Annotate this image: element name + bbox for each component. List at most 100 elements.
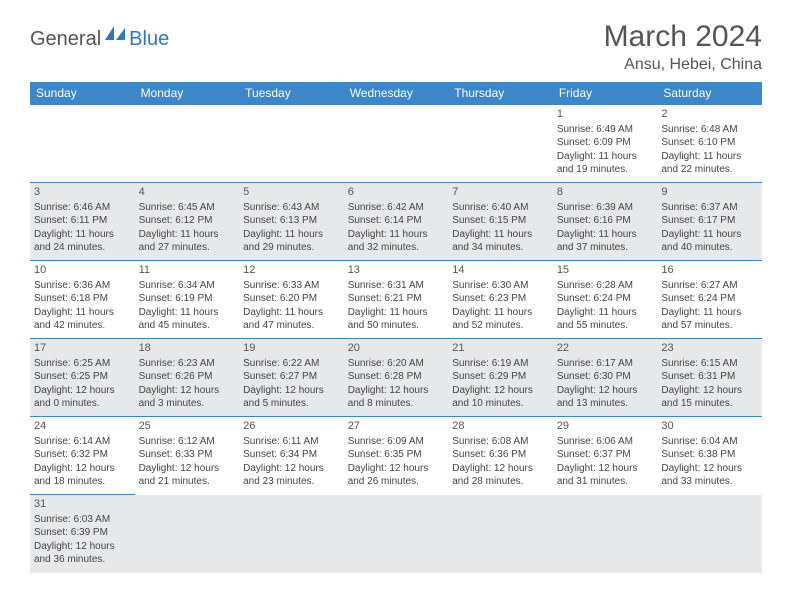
day-cell: 4Sunrise: 6:45 AMSunset: 6:12 PMDaylight… xyxy=(135,183,240,261)
day-cell: 22Sunrise: 6:17 AMSunset: 6:30 PMDayligh… xyxy=(553,339,658,417)
day-cell: 26Sunrise: 6:11 AMSunset: 6:34 PMDayligh… xyxy=(239,417,344,495)
daylight-line: Daylight: 11 hours and 52 minutes. xyxy=(452,306,549,333)
day-number: 9 xyxy=(661,185,758,200)
day-cell: 25Sunrise: 6:12 AMSunset: 6:33 PMDayligh… xyxy=(135,417,240,495)
day-cell: 31Sunrise: 6:03 AMSunset: 6:39 PMDayligh… xyxy=(30,495,135,573)
weekday-header: Monday xyxy=(135,82,240,105)
sunset-line: Sunset: 6:11 PM xyxy=(34,214,131,228)
sunset-line: Sunset: 6:35 PM xyxy=(348,448,445,462)
sunrise-line: Sunrise: 6:45 AM xyxy=(139,201,236,215)
daylight-line: Daylight: 11 hours and 32 minutes. xyxy=(348,228,445,255)
day-number: 1 xyxy=(557,107,654,122)
day-number: 17 xyxy=(34,341,131,356)
day-cell: 27Sunrise: 6:09 AMSunset: 6:35 PMDayligh… xyxy=(344,417,449,495)
daylight-line: Daylight: 12 hours and 26 minutes. xyxy=(348,462,445,489)
day-cell: 20Sunrise: 6:20 AMSunset: 6:28 PMDayligh… xyxy=(344,339,449,417)
daylight-line: Daylight: 12 hours and 5 minutes. xyxy=(243,384,340,411)
sunrise-line: Sunrise: 6:08 AM xyxy=(452,435,549,449)
sunset-line: Sunset: 6:24 PM xyxy=(661,292,758,306)
sunset-line: Sunset: 6:26 PM xyxy=(139,370,236,384)
sunset-line: Sunset: 6:12 PM xyxy=(139,214,236,228)
sunset-line: Sunset: 6:28 PM xyxy=(348,370,445,384)
day-cell: 14Sunrise: 6:30 AMSunset: 6:23 PMDayligh… xyxy=(448,261,553,339)
empty-cell xyxy=(135,105,240,183)
day-number: 19 xyxy=(243,341,340,356)
weekday-header: Sunday xyxy=(30,82,135,105)
sunrise-line: Sunrise: 6:31 AM xyxy=(348,279,445,293)
sunset-line: Sunset: 6:24 PM xyxy=(557,292,654,306)
day-cell: 3Sunrise: 6:46 AMSunset: 6:11 PMDaylight… xyxy=(30,183,135,261)
sunrise-line: Sunrise: 6:14 AM xyxy=(34,435,131,449)
sunset-line: Sunset: 6:17 PM xyxy=(661,214,758,228)
sunrise-line: Sunrise: 6:34 AM xyxy=(139,279,236,293)
sunset-line: Sunset: 6:29 PM xyxy=(452,370,549,384)
day-number: 24 xyxy=(34,419,131,434)
calendar-row: 17Sunrise: 6:25 AMSunset: 6:25 PMDayligh… xyxy=(30,339,762,417)
sunset-line: Sunset: 6:30 PM xyxy=(557,370,654,384)
empty-cell xyxy=(239,495,344,573)
daylight-line: Daylight: 11 hours and 24 minutes. xyxy=(34,228,131,255)
day-number: 13 xyxy=(348,263,445,278)
day-number: 5 xyxy=(243,185,340,200)
day-cell: 16Sunrise: 6:27 AMSunset: 6:24 PMDayligh… xyxy=(657,261,762,339)
daylight-line: Daylight: 12 hours and 31 minutes. xyxy=(557,462,654,489)
empty-cell xyxy=(239,105,344,183)
day-cell: 13Sunrise: 6:31 AMSunset: 6:21 PMDayligh… xyxy=(344,261,449,339)
daylight-line: Daylight: 11 hours and 29 minutes. xyxy=(243,228,340,255)
empty-cell xyxy=(344,105,449,183)
empty-cell xyxy=(135,495,240,573)
day-number: 16 xyxy=(661,263,758,278)
calendar-body: 1Sunrise: 6:49 AMSunset: 6:09 PMDaylight… xyxy=(30,105,762,573)
sunrise-line: Sunrise: 6:20 AM xyxy=(348,357,445,371)
daylight-line: Daylight: 11 hours and 40 minutes. xyxy=(661,228,758,255)
calendar-row: 10Sunrise: 6:36 AMSunset: 6:18 PMDayligh… xyxy=(30,261,762,339)
empty-cell xyxy=(30,105,135,183)
day-cell: 23Sunrise: 6:15 AMSunset: 6:31 PMDayligh… xyxy=(657,339,762,417)
day-cell: 8Sunrise: 6:39 AMSunset: 6:16 PMDaylight… xyxy=(553,183,658,261)
daylight-line: Daylight: 12 hours and 23 minutes. xyxy=(243,462,340,489)
daylight-line: Daylight: 11 hours and 47 minutes. xyxy=(243,306,340,333)
daylight-line: Daylight: 12 hours and 36 minutes. xyxy=(34,540,131,567)
weekday-header: Saturday xyxy=(657,82,762,105)
day-number: 21 xyxy=(452,341,549,356)
empty-cell xyxy=(657,495,762,573)
sunset-line: Sunset: 6:33 PM xyxy=(139,448,236,462)
empty-cell xyxy=(553,495,658,573)
sunset-line: Sunset: 6:10 PM xyxy=(661,136,758,150)
weekday-header-row: Sunday Monday Tuesday Wednesday Thursday… xyxy=(30,82,762,105)
daylight-line: Daylight: 11 hours and 45 minutes. xyxy=(139,306,236,333)
day-cell: 11Sunrise: 6:34 AMSunset: 6:19 PMDayligh… xyxy=(135,261,240,339)
sunrise-line: Sunrise: 6:15 AM xyxy=(661,357,758,371)
sunrise-line: Sunrise: 6:49 AM xyxy=(557,123,654,137)
daylight-line: Daylight: 12 hours and 8 minutes. xyxy=(348,384,445,411)
day-number: 22 xyxy=(557,341,654,356)
sunset-line: Sunset: 6:13 PM xyxy=(243,214,340,228)
day-number: 12 xyxy=(243,263,340,278)
day-cell: 10Sunrise: 6:36 AMSunset: 6:18 PMDayligh… xyxy=(30,261,135,339)
day-number: 2 xyxy=(661,107,758,122)
daylight-line: Daylight: 12 hours and 15 minutes. xyxy=(661,384,758,411)
calendar-row: 3Sunrise: 6:46 AMSunset: 6:11 PMDaylight… xyxy=(30,183,762,261)
sunrise-line: Sunrise: 6:22 AM xyxy=(243,357,340,371)
day-number: 26 xyxy=(243,419,340,434)
empty-cell xyxy=(448,495,553,573)
daylight-line: Daylight: 12 hours and 18 minutes. xyxy=(34,462,131,489)
day-cell: 19Sunrise: 6:22 AMSunset: 6:27 PMDayligh… xyxy=(239,339,344,417)
day-cell: 30Sunrise: 6:04 AMSunset: 6:38 PMDayligh… xyxy=(657,417,762,495)
day-number: 14 xyxy=(452,263,549,278)
sunset-line: Sunset: 6:39 PM xyxy=(34,526,131,540)
day-number: 8 xyxy=(557,185,654,200)
logo-sail-icon xyxy=(105,26,127,47)
weekday-header: Friday xyxy=(553,82,658,105)
sunrise-line: Sunrise: 6:27 AM xyxy=(661,279,758,293)
weekday-header: Thursday xyxy=(448,82,553,105)
sunset-line: Sunset: 6:27 PM xyxy=(243,370,340,384)
sunrise-line: Sunrise: 6:09 AM xyxy=(348,435,445,449)
title-block: March 2024 Ansu, Hebei, China xyxy=(604,20,762,74)
day-cell: 24Sunrise: 6:14 AMSunset: 6:32 PMDayligh… xyxy=(30,417,135,495)
sunrise-line: Sunrise: 6:43 AM xyxy=(243,201,340,215)
day-number: 11 xyxy=(139,263,236,278)
calendar-row: 24Sunrise: 6:14 AMSunset: 6:32 PMDayligh… xyxy=(30,417,762,495)
sunrise-line: Sunrise: 6:11 AM xyxy=(243,435,340,449)
day-cell: 12Sunrise: 6:33 AMSunset: 6:20 PMDayligh… xyxy=(239,261,344,339)
